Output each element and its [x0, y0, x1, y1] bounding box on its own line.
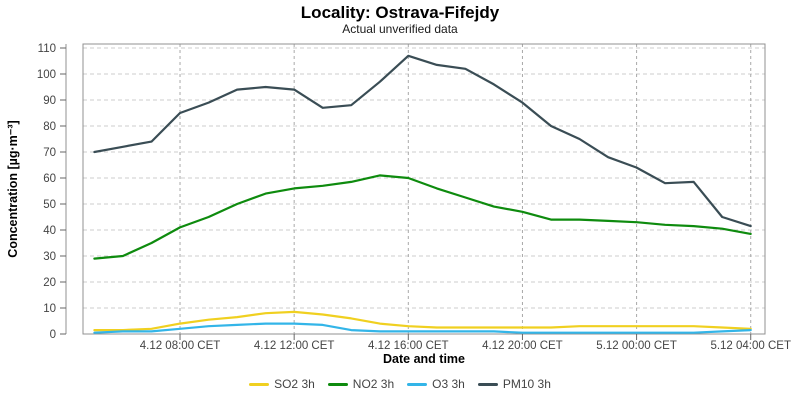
legend-label: NO2 3h [352, 377, 395, 391]
legend-label: SO2 3h [274, 377, 315, 391]
y-tick-label: 50 [43, 199, 56, 211]
series-line-o3-3h [93, 322, 752, 334]
legend-swatch [477, 382, 498, 386]
x-tick-label: 4.12 20:00 CET [482, 340, 563, 352]
y-tick-label: 70 [43, 147, 56, 159]
y-tick-label: 30 [43, 251, 56, 263]
y-tick-label: 90 [43, 95, 56, 107]
y-tick-label: 80 [43, 121, 56, 133]
x-axis-title: Date and time [383, 352, 465, 366]
plot-area: 0 10 20 30 40 50 60 70 80 90 100 110 4.12 08:00 CET 4… [37, 43, 791, 352]
plot-border [82, 43, 766, 335]
legend-item-pm10-3h: PM10 3h [477, 377, 551, 391]
legend-label: O3 3h [432, 377, 465, 391]
y-tick-label: 60 [43, 173, 56, 185]
y-tick-label: 20 [43, 277, 56, 289]
y-tick-label: 110 [38, 43, 56, 55]
x-tick-label: 4.12 12:00 CET [254, 340, 335, 352]
y-axis-title: Concentration [µg·m⁻³] [6, 120, 20, 257]
y-tick-label: 100 [37, 69, 56, 81]
x-tick-label: 4.12 16:00 CET [368, 340, 449, 352]
legend-swatch [327, 382, 348, 386]
series-line-no2-3h [93, 174, 752, 260]
y-tick-label: 40 [43, 225, 56, 237]
x-tick-label: 5.12 04:00 CET [710, 340, 791, 352]
legend-label: PM10 3h [502, 377, 551, 391]
legend-item-so2-3h: SO2 3h [249, 378, 315, 390]
y-tick-label: 10 [43, 303, 56, 315]
legend-swatch [249, 382, 270, 386]
series-line-so2-3h [93, 310, 752, 332]
legend-item-o3-3h: O3 3h [407, 378, 465, 390]
x-tick-label: 5.12 00:00 CET [596, 340, 677, 352]
legend-swatch [407, 382, 428, 386]
chart-subtitle: Actual unverified data [342, 22, 458, 36]
chart-legend: SO2 3h NO2 3h O3 3h PM10 3h [0, 375, 800, 393]
x-tick-label: 4.12 08:00 CET [140, 340, 221, 352]
y-tick-label: 0 [50, 329, 56, 341]
legend-item-no2-3h: NO2 3h [327, 377, 395, 391]
series-line-pm10-3h [93, 54, 752, 228]
chart-title: Locality: Ostrava-Fifejdy [301, 3, 500, 22]
